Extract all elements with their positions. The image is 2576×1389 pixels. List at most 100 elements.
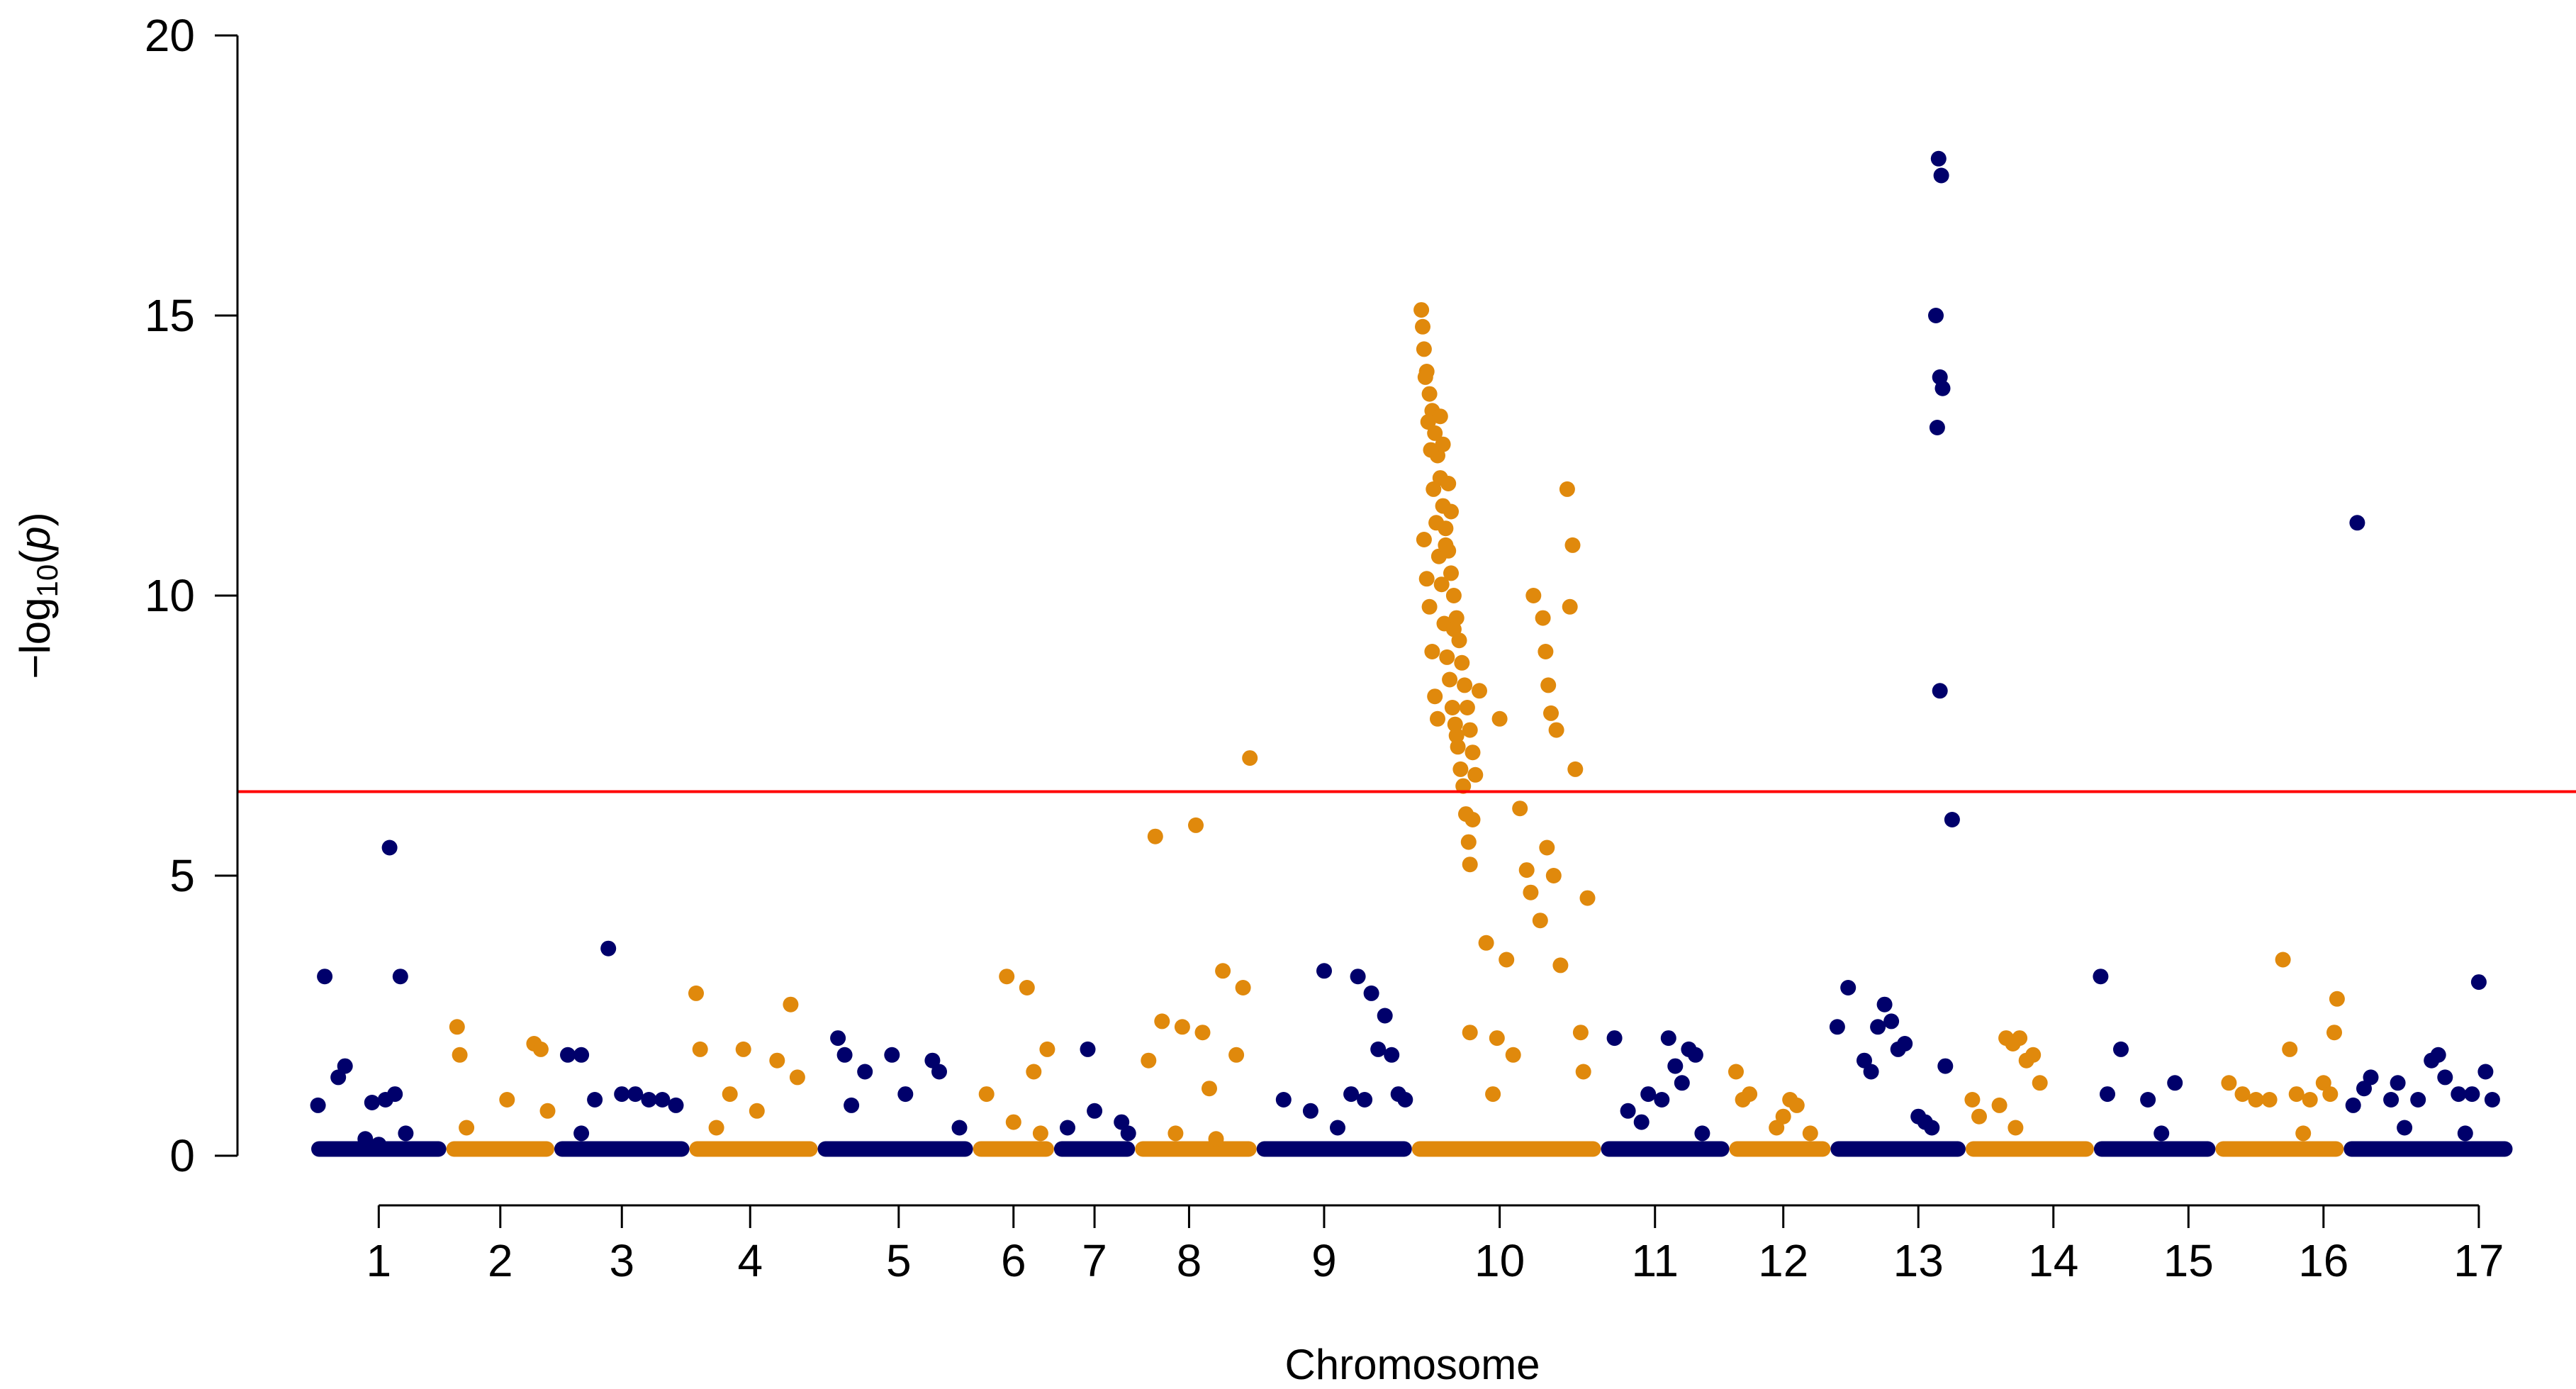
snp-point [1330, 1120, 1345, 1136]
snp-point [371, 1137, 387, 1153]
x-tick-label: 12 [1758, 1235, 1808, 1286]
snp-point [1443, 565, 1459, 581]
snp-point [364, 1095, 380, 1110]
x-axis-title: Chromosome [1284, 1341, 1540, 1388]
snp-point [1769, 1120, 1785, 1136]
snp-point [1416, 341, 1432, 357]
snp-point [931, 1064, 947, 1080]
snp-point [1654, 1092, 1670, 1108]
snp-point [1857, 1052, 1872, 1069]
snp-point [1465, 812, 1481, 827]
snp-point [1438, 537, 1454, 553]
snp-point [2451, 1086, 2467, 1103]
x-tick-label: 17 [2453, 1235, 2504, 1286]
x-tick-label: 8 [1177, 1235, 1202, 1286]
snp-point [2221, 1075, 2237, 1091]
snp-point [1415, 318, 1430, 335]
baseline-band-chr-5 [817, 1141, 973, 1157]
snp-point [2430, 1047, 2446, 1063]
snp-point [392, 969, 408, 985]
snp-point [452, 1047, 468, 1063]
snp-point [1167, 1125, 1184, 1142]
snp-point [1417, 369, 1433, 385]
snp-point [1687, 1047, 1703, 1063]
snp-point [1427, 688, 1443, 705]
snp-point [1863, 1064, 1879, 1080]
snp-point [1870, 1019, 1886, 1035]
baseline-band-chr-9 [1256, 1141, 1412, 1157]
snp-point [1491, 710, 1508, 727]
snp-point [1674, 1075, 1690, 1091]
snp-point [573, 1047, 590, 1063]
snp-point [1937, 1058, 1954, 1074]
snp-point [1579, 890, 1596, 906]
snp-point [1775, 1108, 1791, 1125]
baseline-band-chr-7 [1053, 1141, 1136, 1157]
snp-point [951, 1120, 968, 1136]
y-tick-label: 0 [169, 1130, 195, 1181]
snp-point [1457, 677, 1473, 693]
snp-point [317, 969, 333, 985]
snp-point [844, 1097, 860, 1113]
snp-point [2345, 1097, 2361, 1113]
snp-point [1564, 537, 1581, 553]
snp-point [1932, 683, 1948, 699]
snp-point [1575, 1064, 1591, 1080]
snp-point [1552, 957, 1569, 974]
snp-point [1545, 868, 1562, 883]
snp-point [1416, 532, 1432, 547]
y-tick-label: 5 [169, 850, 195, 901]
snp-point [1235, 980, 1251, 995]
snp-point [337, 1058, 353, 1074]
snp-point [1971, 1108, 1987, 1125]
snp-point [1485, 1086, 1501, 1103]
snp-point [1194, 1025, 1211, 1041]
snp-point [1445, 621, 1462, 637]
snp-point [769, 1052, 785, 1069]
snp-point [897, 1086, 914, 1103]
snp-point [560, 1047, 576, 1063]
snp-point [1454, 654, 1470, 671]
snp-point [1728, 1064, 1744, 1080]
x-tick-label: 4 [737, 1235, 763, 1286]
y-tick-label: 10 [145, 570, 195, 621]
snp-point [1154, 1013, 1170, 1030]
snp-point [1445, 588, 1462, 603]
snp-point [1462, 722, 1478, 738]
snp-point [1174, 1019, 1190, 1035]
snp-point [654, 1092, 671, 1108]
snp-point [1505, 1047, 1521, 1063]
snp-point [2349, 515, 2365, 531]
baseline-band-chr-8 [1135, 1141, 1257, 1157]
snp-point [2326, 1025, 2342, 1041]
snp-point [1840, 980, 1857, 995]
snp-point [1540, 677, 1557, 693]
snp-point [1141, 1052, 1157, 1069]
snp-point [1242, 750, 1258, 766]
snp-point [830, 1030, 846, 1047]
snp-point [708, 1120, 724, 1136]
snp-point [1443, 503, 1459, 520]
snp-point [1518, 862, 1535, 878]
snp-point [1535, 610, 1551, 626]
snp-point [2457, 1125, 2473, 1142]
snp-point [2302, 1092, 2318, 1108]
snp-point [1350, 969, 1366, 985]
x-tick-label: 10 [1474, 1235, 1525, 1286]
snp-point [783, 996, 799, 1013]
snp-point [2288, 1086, 2305, 1103]
snp-point [2275, 952, 2291, 968]
snp-point [1934, 380, 1951, 396]
snp-point [1420, 414, 1436, 430]
snp-point [2100, 1086, 2115, 1103]
snp-point [573, 1125, 590, 1142]
snp-point [539, 1103, 556, 1119]
snp-point [1426, 481, 1442, 497]
snp-point [1418, 571, 1435, 587]
snp-point [1363, 985, 1379, 1001]
snp-point [1742, 1086, 1758, 1103]
snp-point [1452, 761, 1469, 777]
snp-point [1455, 778, 1472, 794]
snp-point [1929, 420, 1945, 435]
